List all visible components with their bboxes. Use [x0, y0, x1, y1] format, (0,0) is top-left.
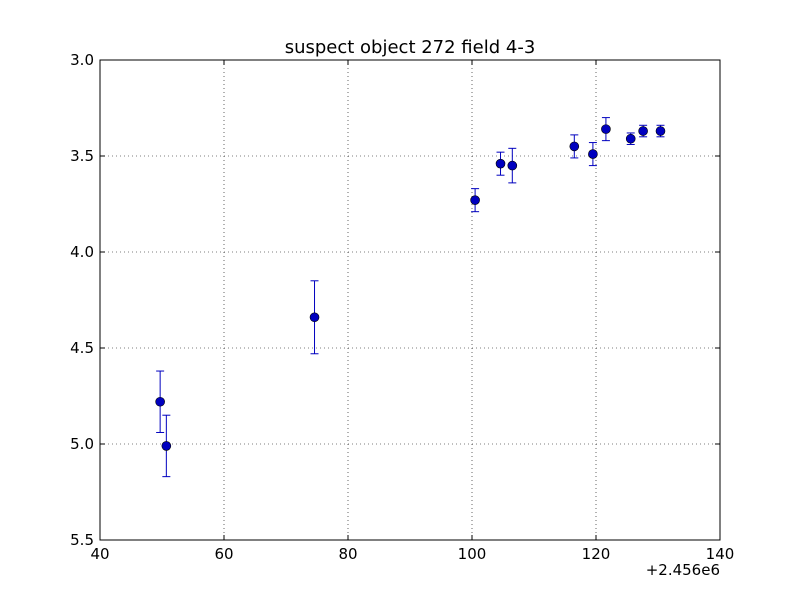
- y-tick-label: 5.5: [70, 531, 94, 549]
- y-tick-label: 3.0: [70, 51, 94, 69]
- data-point: [601, 124, 611, 134]
- axes-frame: [99, 59, 721, 541]
- x-tick-label: 40: [90, 545, 109, 563]
- data-point: [155, 396, 165, 407]
- data-point: [625, 133, 636, 144]
- x-tick-label: 80: [338, 545, 357, 563]
- grid: [100, 60, 720, 540]
- data-point: [507, 160, 518, 171]
- x-tick-label: 140: [706, 545, 735, 563]
- data-point: [588, 149, 598, 159]
- x-tick-label: 100: [458, 545, 487, 563]
- y-tick-label: 5.0: [70, 435, 94, 453]
- data-point: [161, 441, 172, 451]
- data-point: [470, 195, 480, 205]
- x-offset-label: +2.456e6: [646, 561, 720, 579]
- chart-title: suspect object 272 field 4-3: [285, 37, 536, 58]
- y-tick-label: 4.5: [70, 339, 94, 357]
- x-tick-label: 120: [582, 545, 611, 563]
- data-series: [155, 117, 666, 478]
- data-point: [309, 312, 320, 323]
- data-point: [655, 126, 666, 136]
- y-tick-label: 3.5: [70, 147, 94, 165]
- data-point: [638, 126, 648, 136]
- axes-background: [100, 60, 720, 540]
- tick-labels: 40 60 80 100 120 140 3.0 3.5 4.0 4.5 5.0 5.5: [70, 51, 734, 563]
- data-point: [569, 141, 580, 152]
- data-point: [495, 158, 506, 169]
- y-tick-label: 4.0: [70, 243, 94, 261]
- x-tick-label: 60: [214, 545, 233, 563]
